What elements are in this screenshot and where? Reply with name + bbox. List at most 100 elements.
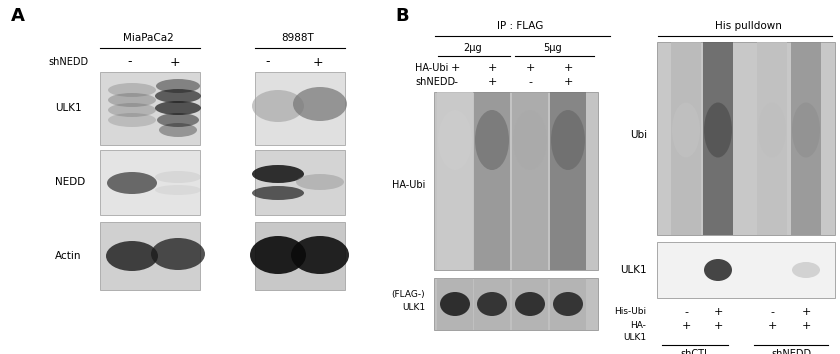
Bar <box>437 278 473 330</box>
Ellipse shape <box>551 110 585 170</box>
Text: +: + <box>713 321 722 331</box>
Text: 5μg: 5μg <box>543 43 562 53</box>
Text: +: + <box>312 56 323 69</box>
Bar <box>550 92 586 270</box>
Text: +: + <box>564 63 573 73</box>
Text: ULK1: ULK1 <box>623 333 646 343</box>
Bar <box>437 92 473 270</box>
Text: +: + <box>681 321 690 331</box>
Ellipse shape <box>108 103 156 117</box>
Text: shNEDD: shNEDD <box>415 77 455 87</box>
Ellipse shape <box>475 110 509 170</box>
Bar <box>550 278 586 330</box>
Text: 2μg: 2μg <box>464 43 482 53</box>
Ellipse shape <box>704 259 732 281</box>
Text: NEDD: NEDD <box>55 177 85 187</box>
Ellipse shape <box>250 236 306 274</box>
Text: +: + <box>170 56 181 69</box>
Text: -: - <box>453 77 457 87</box>
Bar <box>434 278 598 330</box>
Ellipse shape <box>477 292 507 316</box>
Ellipse shape <box>107 172 157 194</box>
Bar <box>474 92 510 270</box>
Text: +: + <box>450 63 459 73</box>
Text: (FLAG-): (FLAG-) <box>391 291 425 299</box>
Bar <box>434 92 598 270</box>
Ellipse shape <box>792 103 820 158</box>
Bar <box>703 42 733 235</box>
Text: Actin: Actin <box>55 251 81 261</box>
Ellipse shape <box>156 79 200 93</box>
Ellipse shape <box>792 262 820 278</box>
Bar <box>512 92 548 270</box>
Bar <box>100 222 200 290</box>
Text: HA-: HA- <box>630 321 646 331</box>
Bar <box>474 278 510 330</box>
Ellipse shape <box>108 93 156 107</box>
Bar <box>657 242 835 298</box>
Text: +: + <box>525 63 535 73</box>
Ellipse shape <box>155 101 201 115</box>
Text: +: + <box>487 63 496 73</box>
Text: shNEDD: shNEDD <box>771 349 811 354</box>
Text: +: + <box>801 321 811 331</box>
Text: ULK1: ULK1 <box>621 265 647 275</box>
Ellipse shape <box>252 90 304 122</box>
Ellipse shape <box>758 103 786 158</box>
Text: B: B <box>395 7 409 25</box>
Ellipse shape <box>108 83 156 97</box>
Text: -: - <box>684 307 688 317</box>
Ellipse shape <box>515 292 545 316</box>
Text: ULK1: ULK1 <box>55 103 81 113</box>
Ellipse shape <box>108 113 156 127</box>
Text: +: + <box>487 77 496 87</box>
Bar <box>657 42 835 235</box>
Text: 8988T: 8988T <box>281 33 314 43</box>
Text: shNEDD: shNEDD <box>48 57 88 67</box>
Ellipse shape <box>291 236 349 274</box>
Ellipse shape <box>155 185 201 195</box>
Text: ULK1: ULK1 <box>402 303 425 313</box>
Ellipse shape <box>151 238 205 270</box>
Ellipse shape <box>513 110 547 170</box>
Bar <box>671 42 701 235</box>
Ellipse shape <box>252 186 304 200</box>
Text: +: + <box>767 321 777 331</box>
Ellipse shape <box>252 165 304 183</box>
Bar <box>512 278 548 330</box>
Ellipse shape <box>672 103 700 158</box>
Bar <box>791 42 821 235</box>
Ellipse shape <box>704 103 732 158</box>
Ellipse shape <box>155 171 201 183</box>
Text: +: + <box>801 307 811 317</box>
Text: -: - <box>128 56 132 69</box>
Bar <box>255 150 345 215</box>
Ellipse shape <box>159 123 197 137</box>
Ellipse shape <box>293 87 347 121</box>
Ellipse shape <box>106 241 158 271</box>
Text: -: - <box>528 77 532 87</box>
Ellipse shape <box>157 113 199 127</box>
Ellipse shape <box>155 89 201 103</box>
Text: +: + <box>564 77 573 87</box>
Text: MiaPaCa2: MiaPaCa2 <box>123 33 173 43</box>
Bar <box>757 42 787 235</box>
Text: -: - <box>770 307 774 317</box>
Text: His-Ubi: His-Ubi <box>614 308 646 316</box>
Text: -: - <box>265 56 270 69</box>
Ellipse shape <box>440 292 470 316</box>
Bar <box>255 222 345 290</box>
Text: Ubi: Ubi <box>630 130 647 140</box>
Text: +: + <box>713 307 722 317</box>
Bar <box>100 72 200 145</box>
Text: shCTL: shCTL <box>680 349 710 354</box>
Text: A: A <box>11 7 25 25</box>
Bar <box>255 72 345 145</box>
Ellipse shape <box>438 110 472 170</box>
Text: HA-Ubi: HA-Ubi <box>415 63 449 73</box>
Text: IP : FLAG: IP : FLAG <box>496 21 543 31</box>
Ellipse shape <box>296 174 344 190</box>
Text: HA-Ubi: HA-Ubi <box>391 180 425 190</box>
Ellipse shape <box>553 292 583 316</box>
Bar <box>100 150 200 215</box>
